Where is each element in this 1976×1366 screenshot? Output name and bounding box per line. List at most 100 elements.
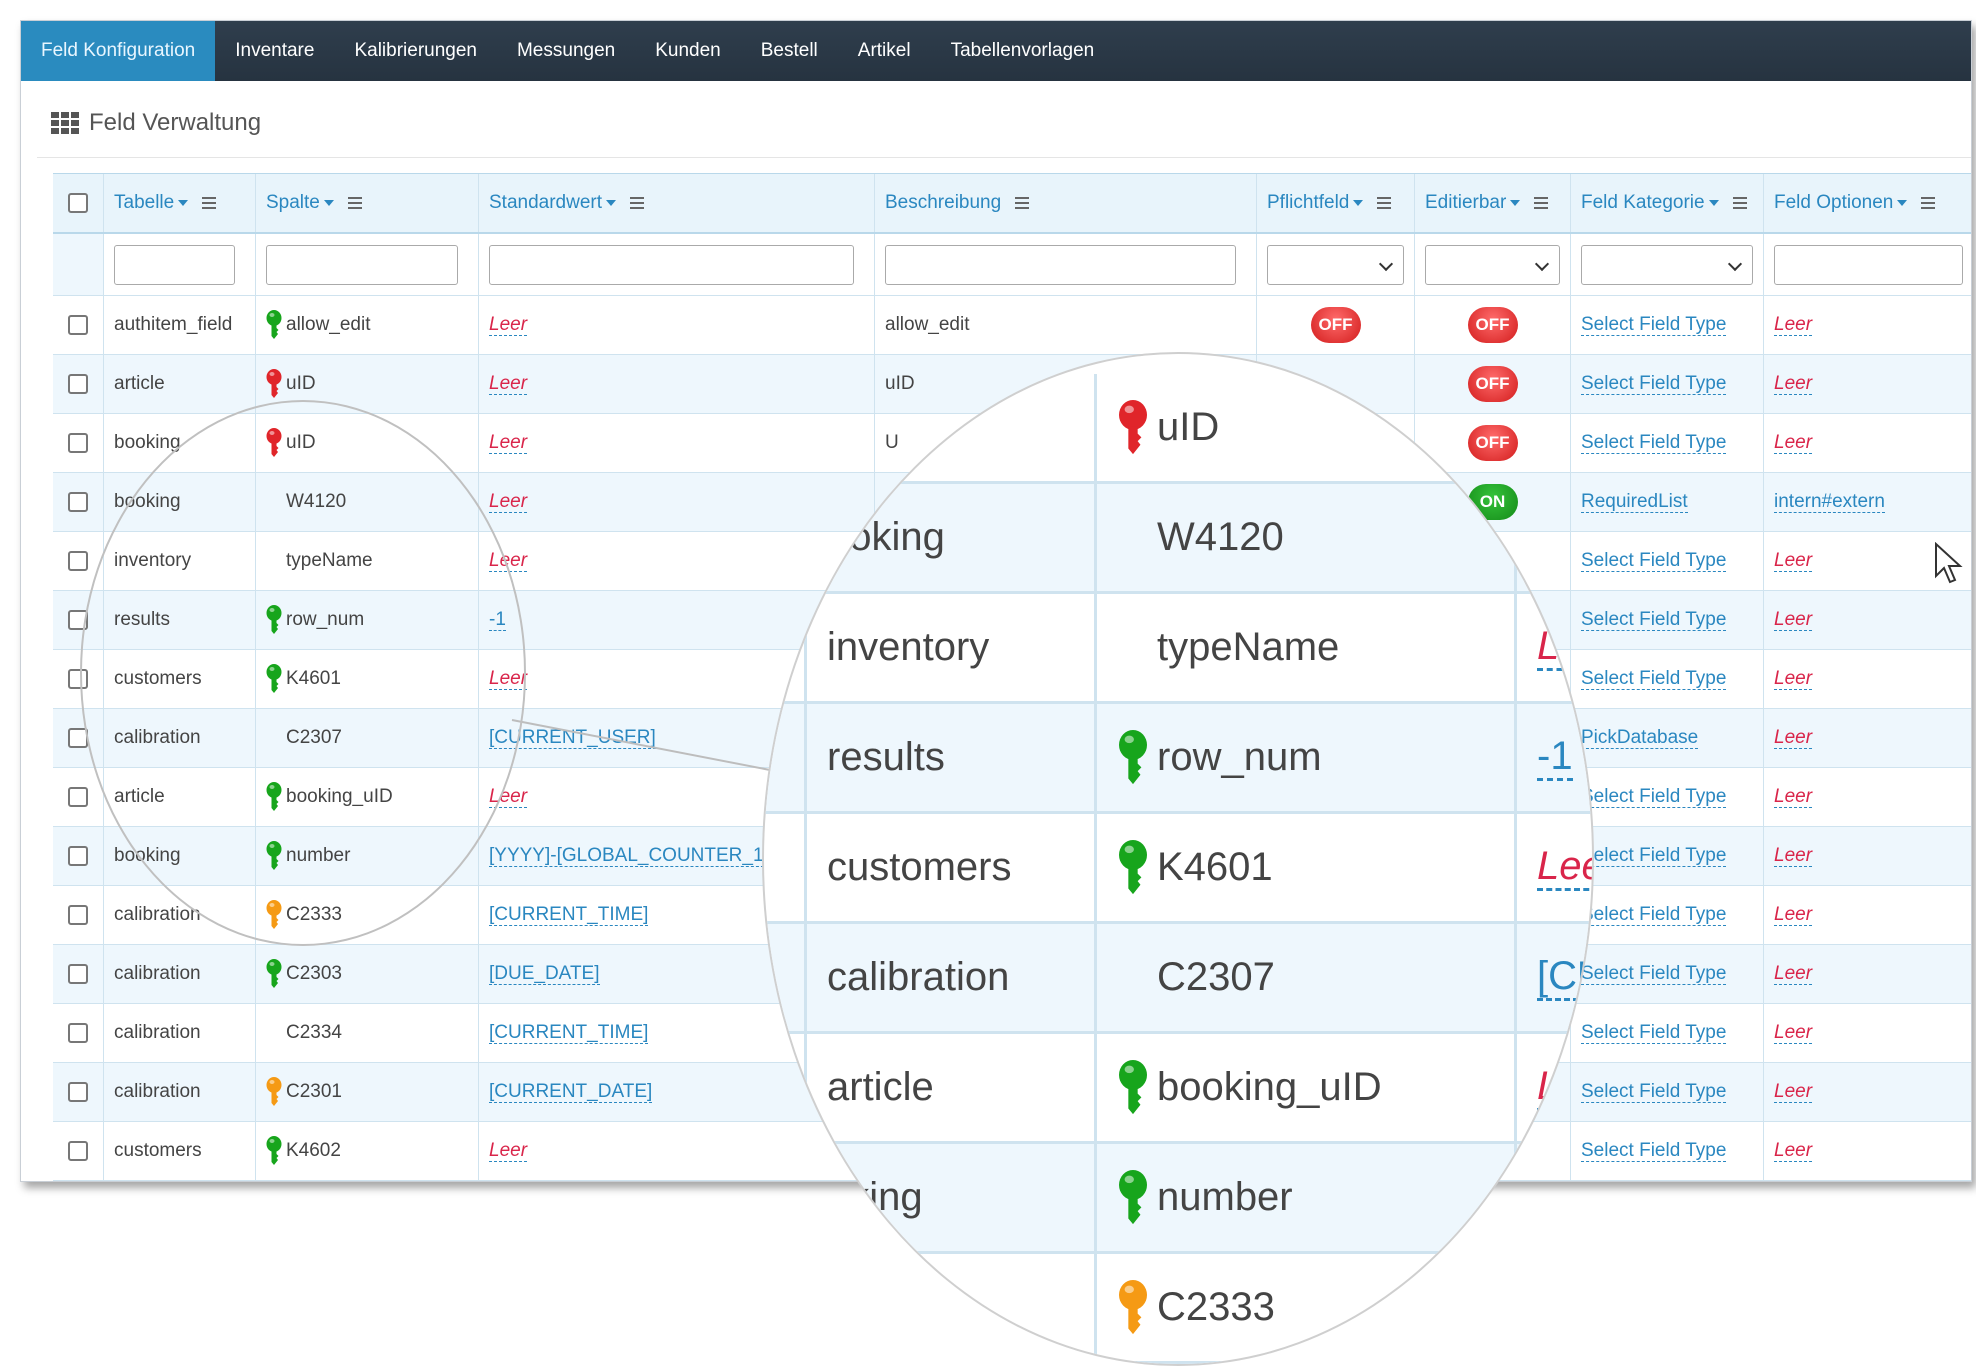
column-menu-icon[interactable]	[1921, 197, 1936, 209]
header-editierbar[interactable]: Editierbar	[1414, 174, 1570, 232]
row-checkbox[interactable]	[68, 374, 88, 394]
column-menu-icon[interactable]	[1534, 197, 1549, 209]
header-spalte[interactable]: Spalte	[255, 174, 478, 232]
column-menu-icon[interactable]	[347, 197, 362, 209]
feld-kategorie-link[interactable]: Select Field Type	[1581, 431, 1727, 454]
header-beschreibung[interactable]: Beschreibung	[874, 174, 1256, 232]
feld-kategorie-link[interactable]: Select Field Type	[1581, 313, 1727, 336]
filter-pflichtfeld-select[interactable]	[1267, 244, 1404, 285]
feld-optionen-value[interactable]: intern#extern	[1774, 490, 1885, 513]
filter-kategorie-select[interactable]	[1581, 244, 1753, 285]
feld-kategorie-link[interactable]: Select Field Type	[1581, 549, 1727, 572]
nav-item-inventare[interactable]: Inventare	[235, 40, 315, 61]
column-menu-icon[interactable]	[1015, 197, 1030, 209]
standardwert-value[interactable]: [CURRENT_TIME]	[489, 1021, 649, 1044]
nav-item-tabellenvorlagen[interactable]: Tabellenvorlagen	[950, 40, 1095, 61]
nav-item-messungen[interactable]: Messungen	[516, 40, 616, 61]
column-menu-icon[interactable]	[202, 197, 217, 209]
feld-optionen-value[interactable]: Leer	[1774, 726, 1813, 749]
header-pflichtfeld[interactable]: Pflichtfeld	[1256, 174, 1414, 232]
feld-kategorie-link[interactable]: Select Field Type	[1581, 608, 1727, 631]
header-label[interactable]: Pflichtfeld	[1267, 192, 1350, 213]
row-checkbox[interactable]	[68, 492, 88, 512]
header-label[interactable]: Standardwert	[489, 192, 603, 213]
filter-standardwert-input[interactable]	[489, 244, 854, 285]
standardwert-value[interactable]: [CURRENT_USER]	[489, 726, 656, 749]
feld-kategorie-link[interactable]: Select Field Type	[1581, 1139, 1727, 1162]
column-menu-icon[interactable]	[630, 197, 645, 209]
editierbar-toggle[interactable]: OFF	[1467, 366, 1518, 402]
nav-item-artikel[interactable]: Artikel	[857, 40, 911, 61]
row-checkbox[interactable]	[68, 787, 88, 807]
feld-optionen-value[interactable]: Leer	[1774, 1139, 1813, 1162]
feld-kategorie-link[interactable]: Select Field Type	[1581, 903, 1727, 926]
feld-optionen-value[interactable]: Leer	[1774, 1080, 1813, 1103]
standardwert-value[interactable]: Leer	[489, 372, 528, 395]
column-menu-icon[interactable]	[1377, 197, 1392, 209]
feld-optionen-value[interactable]: Leer	[1774, 962, 1813, 985]
feld-kategorie-link[interactable]: Select Field Type	[1581, 962, 1727, 985]
feld-optionen-value[interactable]: Leer	[1774, 667, 1813, 690]
standardwert-value[interactable]: [DUE_DATE]	[489, 962, 600, 985]
row-checkbox[interactable]	[68, 551, 88, 571]
row-checkbox[interactable]	[68, 846, 88, 866]
sort-caret-icon[interactable]	[606, 200, 617, 206]
sort-caret-icon[interactable]	[1353, 200, 1364, 206]
filter-beschreibung-input[interactable]	[885, 244, 1236, 285]
header-label[interactable]: Tabelle	[114, 192, 175, 213]
standardwert-value[interactable]: Leer	[489, 431, 528, 454]
feld-optionen-value[interactable]: Leer	[1774, 844, 1813, 867]
feld-optionen-value[interactable]: Leer	[1774, 549, 1813, 572]
row-checkbox[interactable]	[68, 1141, 88, 1161]
row-checkbox[interactable]	[68, 315, 88, 335]
feld-kategorie-link[interactable]: Select Field Type	[1581, 785, 1727, 808]
sort-caret-icon[interactable]	[178, 200, 189, 206]
filter-spalte-input[interactable]	[266, 244, 458, 285]
feld-optionen-value[interactable]: Leer	[1774, 785, 1813, 808]
feld-kategorie-link[interactable]: Select Field Type	[1581, 1021, 1727, 1044]
standardwert-value[interactable]: Leer	[489, 1139, 528, 1162]
standardwert-value[interactable]: Leer	[489, 490, 528, 513]
nav-item-feld-konfiguration[interactable]: Feld Konfiguration	[21, 21, 216, 81]
feld-kategorie-link[interactable]: Select Field Type	[1581, 667, 1727, 690]
feld-kategorie-link[interactable]: PickDatabase	[1581, 726, 1699, 749]
header-label[interactable]: Spalte	[266, 192, 320, 213]
header-label[interactable]: Feld Optionen	[1774, 192, 1894, 213]
feld-optionen-value[interactable]: Leer	[1774, 313, 1813, 336]
feld-kategorie-link[interactable]: Select Field Type	[1581, 844, 1727, 867]
select-all-checkbox[interactable]	[68, 193, 88, 213]
nav-item-kunden[interactable]: Kunden	[655, 40, 721, 61]
column-menu-icon[interactable]	[1732, 197, 1747, 209]
feld-optionen-value[interactable]: Leer	[1774, 431, 1813, 454]
row-checkbox[interactable]	[68, 905, 88, 925]
filter-optionen-input[interactable]	[1774, 244, 1963, 285]
feld-kategorie-link[interactable]: RequiredList	[1581, 490, 1688, 513]
header-label[interactable]: Feld Kategorie	[1581, 192, 1705, 213]
header-standardwert[interactable]: Standardwert	[478, 174, 874, 232]
header-label[interactable]: Beschreibung	[885, 192, 1002, 213]
row-checkbox[interactable]	[68, 964, 88, 984]
nav-item-bestell[interactable]: Bestell	[760, 40, 818, 61]
filter-editierbar-select[interactable]	[1425, 244, 1560, 285]
row-checkbox[interactable]	[68, 433, 88, 453]
editierbar-toggle[interactable]: OFF	[1467, 425, 1518, 461]
editierbar-toggle[interactable]: OFF	[1467, 307, 1518, 343]
sort-caret-icon[interactable]	[323, 200, 334, 206]
nav-item-kalibrierungen[interactable]: Kalibrierungen	[354, 40, 477, 61]
feld-optionen-value[interactable]: Leer	[1774, 1021, 1813, 1044]
sort-caret-icon[interactable]	[1897, 200, 1908, 206]
feld-optionen-value[interactable]: Leer	[1774, 903, 1813, 926]
feld-kategorie-link[interactable]: Select Field Type	[1581, 1080, 1727, 1103]
standardwert-value[interactable]: [CURRENT_TIME]	[489, 903, 649, 926]
header-feld-optionen[interactable]: Feld Optionen	[1763, 174, 1971, 232]
row-checkbox[interactable]	[68, 1023, 88, 1043]
pflichtfeld-toggle[interactable]: OFF	[1310, 307, 1361, 343]
feld-optionen-value[interactable]: Leer	[1774, 608, 1813, 631]
row-checkbox[interactable]	[68, 1082, 88, 1102]
standardwert-value[interactable]: [CURRENT_DATE]	[489, 1080, 653, 1103]
header-tabelle[interactable]: Tabelle	[103, 174, 255, 232]
standardwert-value[interactable]: [YYYY]-[GLOBAL_COUNTER_1]	[489, 844, 769, 867]
sort-caret-icon[interactable]	[1708, 200, 1719, 206]
standardwert-value[interactable]: Leer	[489, 313, 528, 336]
filter-tabelle-input[interactable]	[114, 244, 235, 285]
